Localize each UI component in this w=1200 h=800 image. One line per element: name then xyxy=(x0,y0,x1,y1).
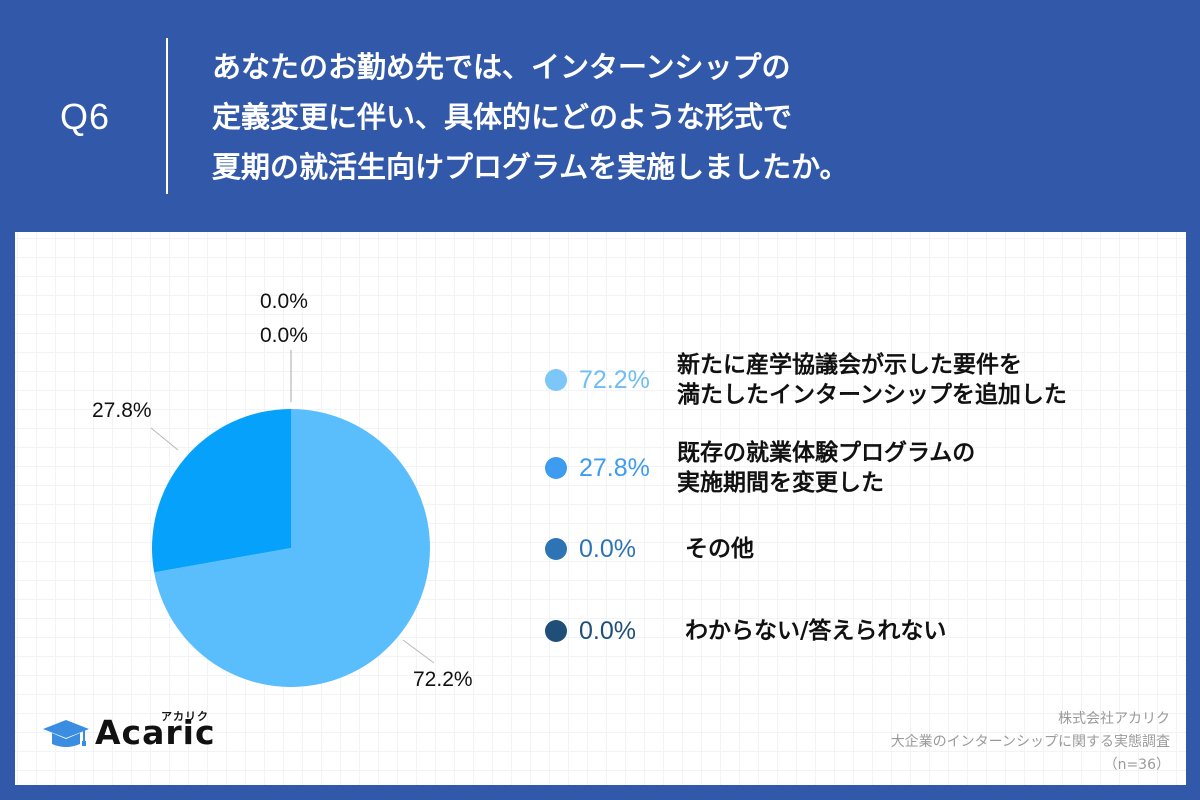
legend-dot-icon xyxy=(545,457,567,479)
legend-label: 既存の就業体験プログラムの 実施期間を変更した xyxy=(677,438,975,498)
legend-dot-icon xyxy=(545,369,567,391)
source-note: 株式会社アカリク 大企業のインターンシップに関する実態調査 （n=36） xyxy=(891,708,1170,777)
pie-slices xyxy=(152,409,430,687)
chart-panel: 0.0% 0.0% 27.8% 72.2% 72.2% 新たに産学協議会が示した… xyxy=(15,232,1186,785)
legend-label-line: わからない/答えられない xyxy=(685,618,947,644)
pie-label-zero: 0.0% xyxy=(260,324,308,347)
legend-label-line: 既存の就業体験プログラムの xyxy=(677,440,976,466)
question-number: Q6 xyxy=(60,96,111,137)
header: Q6 あなたのお勤め先では、インターンシップの 定義変更に伴い、具体的にどのよう… xyxy=(0,0,1200,232)
pie-label-27-8: 27.8% xyxy=(92,399,152,422)
legend-dot-icon xyxy=(545,538,567,560)
legend-label: その他 xyxy=(685,534,754,564)
question-line: 夏期の就活生向けプログラムを実施しましたか。 xyxy=(212,150,849,184)
legend-item: 27.8% 既存の就業体験プログラムの 実施期間を変更した xyxy=(545,438,1165,498)
source-company: 株式会社アカリク xyxy=(1058,711,1170,727)
legend-label: わからない/答えられない xyxy=(685,616,946,646)
pie-label-72-2: 72.2% xyxy=(413,668,473,691)
acaric-logo: Acaric アカリク xyxy=(43,710,216,752)
legend-percent: 0.0% xyxy=(579,616,636,645)
legend-item: 0.0% わからない/答えられない xyxy=(545,616,1165,646)
legend-percent: 72.2% xyxy=(579,365,650,394)
pie-slice xyxy=(154,409,430,687)
legend-item: 72.2% 新たに産学協議会が示した要件を 満たしたインターンシップを追加した xyxy=(545,350,1165,410)
pie-chart xyxy=(150,350,435,687)
logo-kana: アカリク xyxy=(161,710,209,723)
source-sample-size: （n=36） xyxy=(1103,757,1170,773)
graduation-cap-icon xyxy=(43,720,89,747)
question-line: あなたのお勤め先では、インターンシップの xyxy=(212,50,791,84)
pie-label-zero: 0.0% xyxy=(260,290,308,313)
leader-line-72 xyxy=(402,639,435,664)
legend-item: 0.0% その他 xyxy=(545,534,1165,564)
source-survey: 大企業のインターンシップに関する実態調査 xyxy=(890,734,1170,750)
legend-label-line: 実施期間を変更した xyxy=(677,470,884,496)
leader-line-27 xyxy=(150,427,179,451)
logo-wordmark: Acaric xyxy=(95,713,216,752)
legend-label: 新たに産学協議会が示した要件を 満たしたインターンシップを追加した xyxy=(677,350,1067,410)
legend-dot-icon xyxy=(545,620,567,642)
legend-label-line: 新たに産学協議会が示した要件を xyxy=(677,352,1022,378)
legend-percent: 27.8% xyxy=(579,453,650,482)
question-text: あなたのお勤め先では、インターンシップの 定義変更に伴い、具体的にどのような形式… xyxy=(212,42,1112,192)
legend-label-line: 満たしたインターンシップを追加した xyxy=(677,382,1067,408)
legend-percent: 0.0% xyxy=(579,534,636,563)
question-line: 定義変更に伴い、具体的にどのような形式で xyxy=(212,100,793,134)
header-divider xyxy=(166,38,168,194)
legend-label-line: その他 xyxy=(685,536,754,562)
pie-slice xyxy=(152,409,291,573)
